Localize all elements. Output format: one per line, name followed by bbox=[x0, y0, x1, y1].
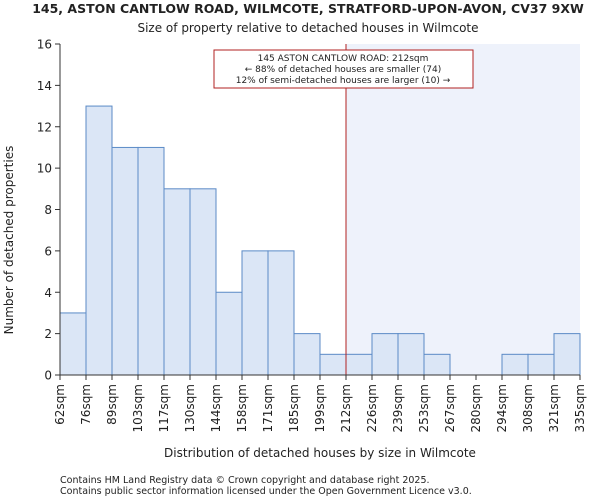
bar bbox=[111, 146, 139, 376]
y-tick-label: 6 bbox=[44, 244, 52, 258]
bar bbox=[371, 333, 399, 376]
annotation-box: 145 ASTON CANTLOW ROAD: 212sqm ← 88% of … bbox=[213, 49, 474, 89]
x-tick-label: 89sqm bbox=[105, 384, 119, 425]
bar bbox=[501, 353, 529, 376]
y-tick-label: 10 bbox=[37, 162, 52, 176]
bar bbox=[345, 353, 373, 376]
y-tick-label: 14 bbox=[37, 79, 52, 93]
x-tick-label: 239sqm bbox=[391, 384, 405, 432]
x-tick-label: 294sqm bbox=[495, 384, 509, 432]
x-tick-label: 76sqm bbox=[79, 384, 93, 425]
y-ticks-group: 0 2 4 6 8 10 12 14 16 bbox=[37, 38, 60, 383]
chart-title: 145, ASTON CANTLOW ROAD, WILMCOTE, STRAT… bbox=[32, 1, 584, 16]
bar bbox=[137, 146, 165, 376]
chart-subtitle: Size of property relative to detached ho… bbox=[137, 21, 478, 35]
bar bbox=[241, 250, 269, 376]
x-tick-label: 199sqm bbox=[313, 384, 327, 432]
bar bbox=[527, 353, 555, 376]
bar bbox=[293, 333, 321, 376]
bar bbox=[397, 333, 425, 376]
x-tick-label: 62sqm bbox=[53, 384, 67, 425]
x-tick-label: 226sqm bbox=[365, 384, 379, 432]
x-tick-label: 130sqm bbox=[183, 384, 197, 432]
x-tick-label: 321sqm bbox=[547, 384, 561, 432]
x-tick-label: 185sqm bbox=[287, 384, 301, 432]
annotation-line-3: 12% of semi-detached houses are larger (… bbox=[236, 76, 451, 86]
x-tick-label: 280sqm bbox=[469, 384, 483, 432]
y-tick-label: 16 bbox=[37, 38, 52, 52]
x-tick-label: 253sqm bbox=[417, 384, 431, 432]
footer-line-1: Contains HM Land Registry data © Crown c… bbox=[60, 475, 430, 486]
bar bbox=[85, 105, 113, 376]
x-tick-label: 117sqm bbox=[157, 384, 171, 432]
x-tick-label: 267sqm bbox=[443, 384, 457, 432]
x-tick-label: 144sqm bbox=[209, 384, 223, 432]
y-tick-label: 2 bbox=[44, 327, 52, 341]
y-axis-label: Number of detached properties bbox=[2, 146, 16, 335]
x-ticks-group: 62sqm 76sqm 89sqm 103sqm 117sqm 130sqm 144sqm 1… bbox=[53, 375, 587, 432]
x-axis-label: Distribution of detached houses by size … bbox=[164, 446, 476, 460]
x-tick-label: 103sqm bbox=[131, 384, 145, 432]
bars-group bbox=[59, 105, 581, 376]
bar bbox=[163, 188, 191, 376]
x-tick-label: 308sqm bbox=[521, 384, 535, 432]
y-tick-label: 12 bbox=[37, 120, 52, 134]
x-tick-label: 158sqm bbox=[235, 384, 249, 432]
x-tick-label: 212sqm bbox=[339, 384, 353, 432]
bar bbox=[267, 250, 295, 376]
bar bbox=[423, 353, 451, 376]
bar bbox=[553, 333, 581, 376]
footer-line-2: Contains public sector information licen… bbox=[60, 486, 472, 497]
bar bbox=[59, 312, 87, 376]
y-tick-label: 8 bbox=[44, 203, 52, 217]
y-tick-label: 4 bbox=[44, 286, 52, 300]
bar bbox=[215, 291, 243, 376]
x-tick-label: 171sqm bbox=[261, 384, 275, 432]
y-tick-label: 0 bbox=[44, 369, 52, 383]
highlight-region bbox=[346, 44, 580, 375]
annotation-line-1: 145 ASTON CANTLOW ROAD: 212sqm bbox=[258, 54, 429, 64]
bar bbox=[189, 188, 217, 376]
annotation-line-2: ← 88% of detached houses are smaller (74… bbox=[245, 65, 442, 75]
annotation-border bbox=[213, 49, 474, 89]
bar bbox=[319, 353, 347, 376]
x-tick-label: 335sqm bbox=[573, 384, 587, 432]
